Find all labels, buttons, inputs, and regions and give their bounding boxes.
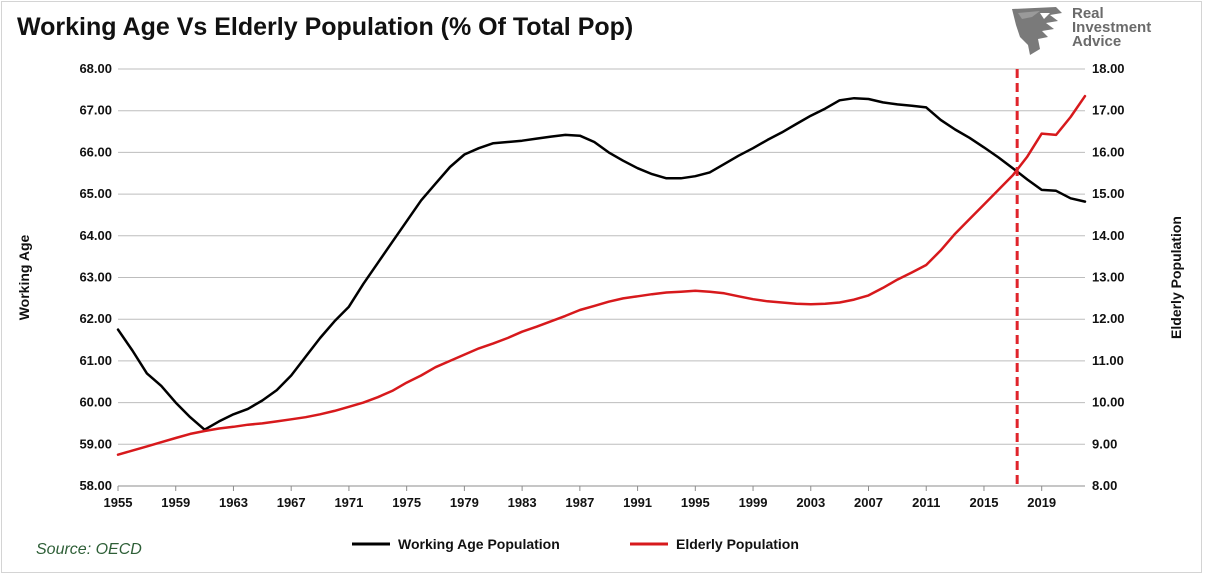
y-tick-label: 67.00: [79, 103, 112, 118]
legend: Working Age Population Elderly Populatio…: [352, 536, 799, 552]
legend-label-elderly: Elderly Population: [676, 536, 799, 552]
series-line-elderly: [116, 94, 1087, 456]
brand-logo: Real Investment Advice: [1010, 5, 1180, 57]
source-note: Source: OECD: [36, 541, 142, 558]
y2-tick-label: 13.00: [1092, 270, 1125, 285]
y-tick-label: 63.00: [79, 270, 112, 285]
y2-tick-label: 8.00: [1092, 478, 1117, 493]
axes: [117, 485, 1085, 491]
y-tick-label: 61.00: [79, 353, 112, 368]
x-tick-label: 1967: [277, 495, 306, 510]
x-tick-label: 1987: [565, 495, 594, 510]
x-tick-label: 2015: [970, 495, 999, 510]
y2-tick-label: 18.00: [1092, 61, 1125, 76]
x-tick-label: 1971: [334, 495, 363, 510]
x-tick-label: 1983: [508, 495, 537, 510]
eagle-head-icon: [1012, 7, 1062, 55]
x-tick-label: 2003: [796, 495, 825, 510]
series-line-working-age: [116, 96, 1087, 431]
y2-tick-label: 11.00: [1092, 353, 1124, 368]
x-tick-label: 1975: [392, 495, 421, 510]
x-tick-label: 1991: [623, 495, 652, 510]
y-tick-label: 59.00: [79, 436, 112, 451]
x-tick-label: 1955: [104, 495, 133, 510]
y2-tick-label: 12.00: [1092, 311, 1125, 326]
logo-line-2: Investment: [1072, 19, 1152, 36]
y2-tick-label: 15.00: [1092, 186, 1125, 201]
y-axis-right-ticks: 8.00 9.00 10.00 11.00 12.00 13.00 14.00 15.00 16…: [1092, 61, 1125, 493]
y-tick-label: 64.00: [79, 228, 112, 243]
y2-tick-label: 16.00: [1092, 144, 1125, 159]
x-tick-label: 1963: [219, 495, 248, 510]
y2-tick-label: 14.00: [1092, 228, 1125, 243]
y-tick-label: 66.00: [79, 144, 112, 159]
x-tick-label: 2007: [854, 495, 883, 510]
x-tick-label: 1995: [681, 495, 710, 510]
x-tick-label: 1979: [450, 495, 479, 510]
y-axis-left-ticks: 58.00 59.00 60.00 61.00 62.00 63.00 64.00 65.00…: [79, 61, 112, 493]
series-lines: [116, 94, 1087, 456]
logo-line-1: Real: [1072, 5, 1104, 22]
y-tick-label: 58.00: [79, 478, 112, 493]
x-axis-ticks: 1955 1959 1963 1967 1971 1975 1979 1983 1987 1991…: [104, 495, 1057, 510]
y-tick-label: 62.00: [79, 311, 112, 326]
y-axis-right-title: Elderly Population: [1168, 216, 1184, 339]
logo-wordmark: Real Investment Advice: [1072, 5, 1152, 50]
grid-lines: [118, 68, 1085, 445]
x-tick-label: 1959: [161, 495, 190, 510]
x-tick-label: 1999: [739, 495, 768, 510]
y-tick-label: 65.00: [79, 186, 112, 201]
y2-tick-label: 10.00: [1092, 395, 1125, 410]
y2-tick-label: 17.00: [1092, 103, 1125, 118]
legend-label-working-age: Working Age Population: [398, 536, 560, 552]
chart-title: Working Age Vs Elderly Population (% Of …: [17, 13, 634, 41]
y-tick-label: 68.00: [79, 61, 112, 76]
x-tick-label: 2011: [912, 495, 940, 510]
logo-line-3: Advice: [1072, 33, 1122, 50]
y-tick-label: 60.00: [79, 395, 112, 410]
x-tick-label: 2019: [1027, 495, 1056, 510]
y-axis-left-title: Working Age: [16, 235, 32, 321]
y2-tick-label: 9.00: [1092, 436, 1117, 451]
